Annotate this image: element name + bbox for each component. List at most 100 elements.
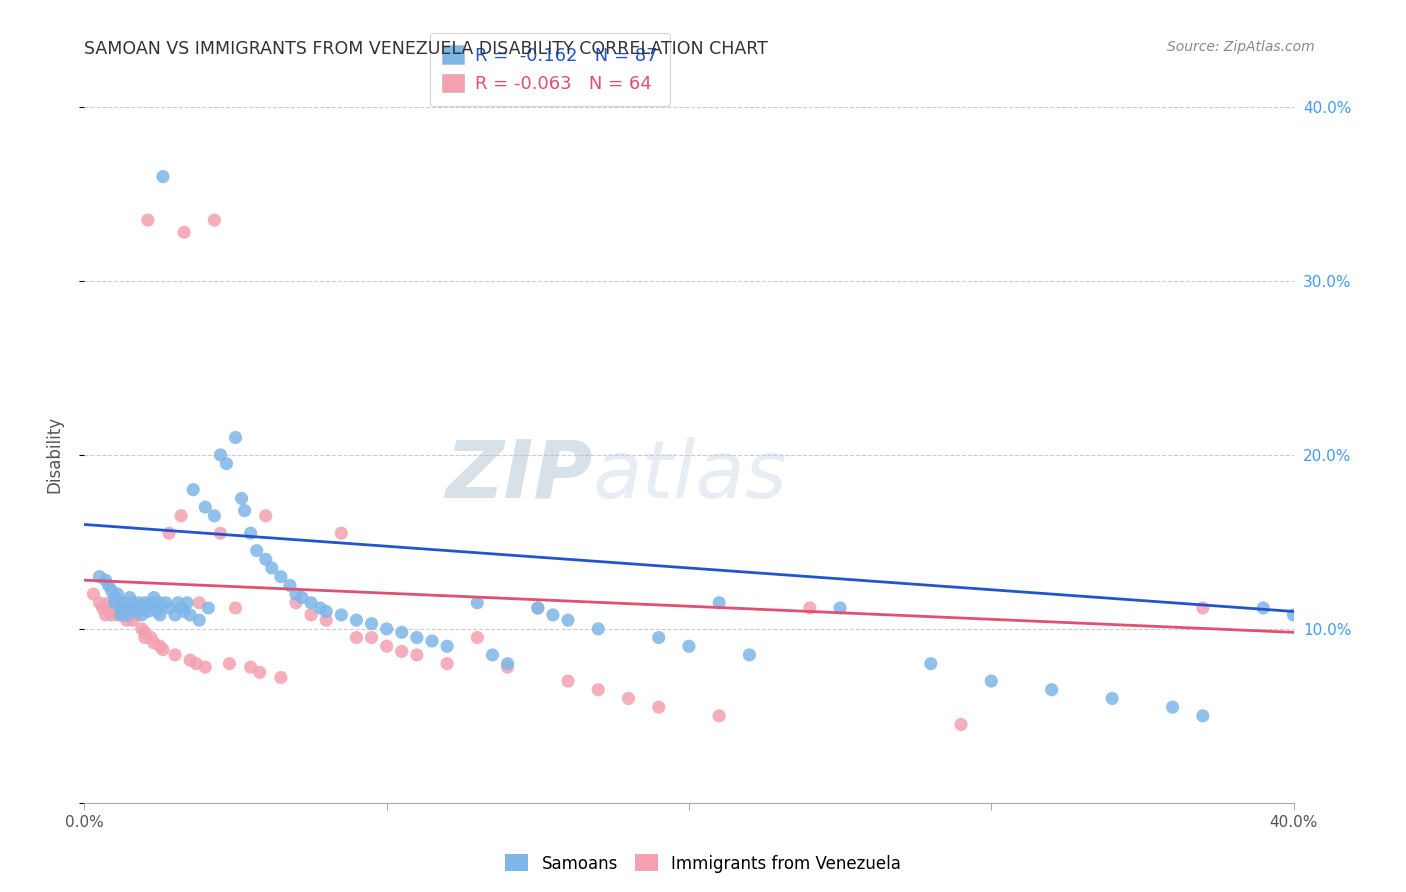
Point [100, 583, 122, 598]
Point [134, 625, 156, 640]
Point [134, 601, 156, 615]
Point [406, 631, 429, 645]
Point [648, 631, 671, 645]
Point [173, 605, 195, 619]
Point [270, 570, 292, 584]
Point [467, 631, 489, 645]
Point [186, 657, 208, 671]
Point [233, 503, 256, 517]
Point [142, 601, 165, 615]
Point [678, 639, 700, 653]
Point [97, 596, 120, 610]
Point [527, 601, 550, 615]
Point [155, 596, 177, 610]
Point [134, 596, 156, 610]
Text: Source: ZipAtlas.com: Source: ZipAtlas.com [1167, 40, 1315, 54]
Point [202, 508, 225, 523]
Point [315, 613, 337, 627]
Point [115, 599, 138, 614]
Point [270, 671, 292, 685]
Point [128, 601, 150, 615]
Point [128, 596, 150, 610]
Point [152, 169, 174, 184]
Point [920, 657, 942, 671]
Point [91, 601, 114, 615]
Point [131, 622, 153, 636]
Point [588, 622, 610, 636]
Point [375, 639, 398, 653]
Point [170, 508, 193, 523]
Point [165, 607, 187, 622]
Point [980, 674, 1002, 689]
Point [173, 225, 195, 239]
Point [420, 634, 443, 648]
Point [215, 457, 238, 471]
Point [202, 213, 225, 227]
Point [118, 591, 141, 605]
Point [1161, 700, 1184, 714]
Point [121, 613, 143, 627]
Point [260, 561, 283, 575]
Point [170, 601, 193, 615]
Point [496, 660, 519, 674]
Point [176, 596, 198, 610]
Point [131, 607, 153, 622]
Point [557, 674, 579, 689]
Point [309, 601, 332, 615]
Point [94, 573, 117, 587]
Text: ZIP: ZIP [444, 437, 592, 515]
Point [406, 648, 429, 662]
Point [97, 578, 120, 592]
Point [617, 691, 640, 706]
Point [557, 613, 579, 627]
Point [738, 648, 761, 662]
Point [104, 596, 127, 610]
Point [167, 596, 190, 610]
Point [128, 601, 150, 615]
Point [139, 631, 162, 645]
Point [142, 636, 165, 650]
Point [136, 213, 159, 227]
Point [249, 665, 271, 680]
Point [209, 448, 232, 462]
Point [118, 607, 141, 622]
Point [315, 605, 337, 619]
Point [285, 596, 308, 610]
Point [436, 639, 458, 653]
Point [246, 543, 269, 558]
Point [139, 596, 162, 610]
Point [110, 596, 132, 610]
Point [467, 596, 489, 610]
Point [527, 601, 550, 615]
Point [179, 607, 201, 622]
Point [1192, 601, 1215, 615]
Text: SAMOAN VS IMMIGRANTS FROM VENEZUELA DISABILITY CORRELATION CHART: SAMOAN VS IMMIGRANTS FROM VENEZUELA DISA… [84, 40, 768, 58]
Point [950, 717, 973, 731]
Point [231, 491, 253, 506]
Point [239, 660, 262, 674]
Text: atlas: atlas [592, 437, 787, 515]
Point [299, 607, 322, 622]
Point [152, 642, 174, 657]
Y-axis label: Disability: Disability [45, 417, 63, 493]
Point [89, 596, 111, 610]
Point [115, 613, 138, 627]
Point [149, 639, 172, 653]
Point [209, 526, 232, 541]
Point [179, 653, 201, 667]
Point [496, 657, 519, 671]
Point [149, 596, 172, 610]
Point [239, 526, 262, 541]
Point [1192, 708, 1215, 723]
Point [346, 631, 368, 645]
Point [188, 596, 211, 610]
Point [115, 607, 138, 622]
Point [194, 500, 217, 514]
Point [136, 605, 159, 619]
Point [104, 596, 127, 610]
Point [110, 607, 132, 622]
Point [346, 613, 368, 627]
Point [254, 508, 277, 523]
Point [157, 601, 180, 615]
Point [481, 648, 503, 662]
